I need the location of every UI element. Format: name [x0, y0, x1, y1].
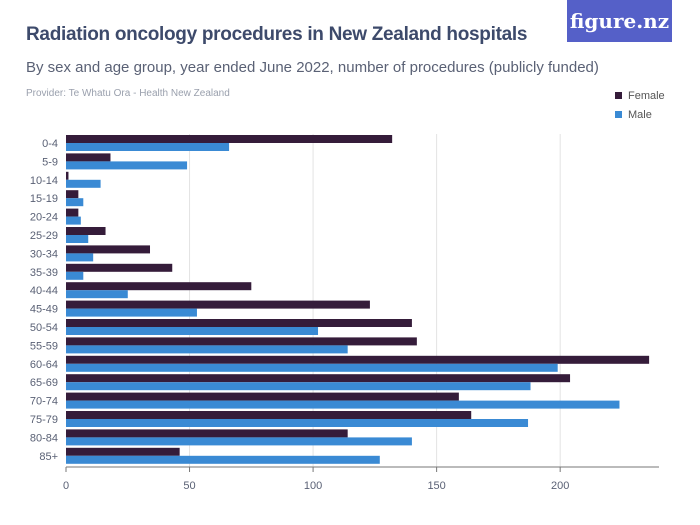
- bar-male: [66, 437, 412, 446]
- bar-male: [66, 419, 529, 427]
- bar-female: [66, 374, 571, 383]
- legend-item-female: Female: [615, 86, 665, 105]
- legend: Female Male: [615, 86, 665, 124]
- bar-male: [66, 216, 81, 225]
- bar-female: [66, 282, 252, 291]
- bar-female: [66, 337, 417, 346]
- bar-female: [66, 300, 370, 309]
- y-tick-label: 25-29: [30, 230, 58, 242]
- x-tick-label: 0: [63, 480, 69, 492]
- bar-male: [66, 198, 84, 207]
- y-tick-label: 80-84: [30, 432, 58, 444]
- x-tick-label: 200: [551, 480, 569, 492]
- x-tick-label: 100: [304, 480, 322, 492]
- bar-male: [66, 363, 558, 372]
- y-tick-label: 70-74: [30, 396, 58, 408]
- bar-female: [66, 190, 79, 199]
- bar-male: [66, 327, 319, 335]
- bar-male: [66, 143, 230, 151]
- bar-male: [66, 345, 348, 354]
- x-tick-label: 150: [427, 480, 445, 492]
- bar-male: [66, 271, 84, 280]
- y-tick-label: 65-69: [30, 377, 58, 389]
- legend-item-male: Male: [615, 105, 665, 124]
- legend-swatch-female: [615, 92, 622, 99]
- legend-label: Male: [628, 108, 652, 121]
- y-tick-label: 85+: [39, 451, 58, 463]
- bar-male: [66, 179, 101, 188]
- y-tick-label: 75-79: [30, 414, 58, 426]
- bar-female: [66, 263, 173, 272]
- y-tick-label: 0-4: [42, 138, 58, 150]
- bar-female: [66, 227, 106, 235]
- bar-female: [66, 171, 69, 180]
- bar-male: [66, 382, 531, 391]
- bar-female: [66, 411, 472, 419]
- bar-female: [66, 245, 151, 254]
- y-tick-label: 60-64: [30, 359, 58, 371]
- y-tick-label: 50-54: [30, 322, 58, 334]
- bar-female: [66, 208, 79, 217]
- bar-female: [66, 135, 393, 143]
- y-tick-label: 45-49: [30, 304, 58, 316]
- bar-female: [66, 392, 459, 401]
- y-tick-label: 20-24: [30, 212, 58, 224]
- y-tick-label: 35-39: [30, 267, 58, 279]
- chart-subtitle: By sex and age group, year ended June 20…: [26, 59, 599, 76]
- bar-female: [66, 429, 348, 438]
- chart-title: Radiation oncology procedures in New Zea…: [26, 24, 528, 45]
- bar-male: [66, 161, 188, 170]
- bar-male: [66, 290, 128, 299]
- x-tick-label: 50: [183, 480, 195, 492]
- bar-male: [66, 308, 197, 317]
- bar-female: [66, 447, 180, 456]
- y-tick-label: 15-19: [30, 193, 58, 205]
- y-tick-label: 10-14: [30, 175, 58, 187]
- legend-swatch-male: [615, 111, 622, 118]
- bar-male: [66, 455, 380, 464]
- y-tick-label: 5-9: [42, 156, 58, 168]
- bar-male: [66, 235, 89, 243]
- legend-label: Female: [628, 89, 665, 102]
- provider-text: Provider: Te Whatu Ora - Health New Zeal…: [26, 88, 230, 99]
- bar-male: [66, 400, 620, 409]
- bar-female: [66, 319, 412, 327]
- bar-female: [66, 355, 650, 364]
- y-tick-label: 40-44: [30, 285, 58, 297]
- bar-female: [66, 153, 111, 162]
- y-tick-label: 55-59: [30, 340, 58, 352]
- bar-male: [66, 253, 94, 262]
- y-tick-label: 30-34: [30, 248, 58, 260]
- figure-nz-logo[interactable]: figure.nz: [567, 0, 672, 42]
